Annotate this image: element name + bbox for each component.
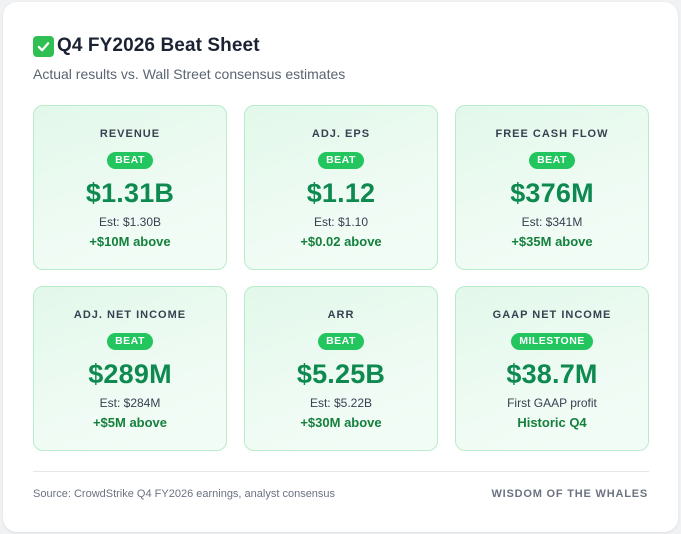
metric-delta: +$0.02 above — [300, 234, 382, 249]
metric-estimate: Est: $1.10 — [313, 215, 369, 229]
metric-delta: +$10M above — [89, 234, 171, 249]
metric-delta: Historic Q4 — [517, 415, 587, 430]
metric-card-revenue: REVENUE BEAT $1.31B Est: $1.30B +$10M ab… — [33, 105, 227, 270]
title-row: Q4 FY2026 Beat Sheet — [33, 35, 260, 57]
metric-label: ADJ. EPS — [311, 128, 371, 140]
metric-label: ADJ. NET INCOME — [73, 309, 187, 321]
metric-label: GAAP NET INCOME — [492, 309, 612, 321]
metric-value: $1.12 — [306, 178, 376, 208]
page-title: Q4 FY2026 Beat Sheet — [57, 35, 260, 56]
status-badge: BEAT — [107, 152, 153, 169]
source-note: Source: CrowdStrike Q4 FY2026 earnings, … — [33, 488, 336, 500]
metric-card-free-cash-flow: FREE CASH FLOW BEAT $376M Est: $341M +$3… — [455, 105, 649, 270]
metric-value: $289M — [88, 359, 172, 389]
metric-delta: +$35M above — [511, 234, 593, 249]
metric-value: $5.25B — [296, 359, 386, 389]
status-badge: BEAT — [318, 333, 364, 350]
metric-estimate: Est: $284M — [99, 396, 161, 410]
metric-delta: +$30M above — [300, 415, 382, 430]
page-subtitle: Actual results vs. Wall Street consensus… — [33, 66, 346, 82]
metric-label: REVENUE — [99, 128, 161, 140]
metric-estimate: First GAAP profit — [507, 396, 597, 410]
status-badge: BEAT — [107, 333, 153, 350]
footer-divider — [33, 471, 649, 472]
brand-label: WISDOM OF THE WHALES — [491, 488, 648, 500]
metric-estimate: Est: $341M — [521, 215, 583, 229]
metric-card-adj-net-income: ADJ. NET INCOME BEAT $289M Est: $284M +$… — [33, 286, 227, 451]
metric-value: $38.7M — [506, 359, 598, 389]
metrics-grid: REVENUE BEAT $1.31B Est: $1.30B +$10M ab… — [33, 105, 649, 451]
beat-sheet-card: Q4 FY2026 Beat Sheet Actual results vs. … — [3, 2, 678, 532]
metric-card-adj-eps: ADJ. EPS BEAT $1.12 Est: $1.10 +$0.02 ab… — [244, 105, 438, 270]
metric-delta: +$5M above — [92, 415, 168, 430]
status-badge: BEAT — [529, 152, 575, 169]
metric-card-arr: ARR BEAT $5.25B Est: $5.22B +$30M above — [244, 286, 438, 451]
metric-value: $1.31B — [85, 178, 175, 208]
metric-estimate: Est: $5.22B — [309, 396, 373, 410]
metric-label: ARR — [327, 309, 355, 321]
metric-card-gaap-net-income: GAAP NET INCOME MILESTONE $38.7M First G… — [455, 286, 649, 451]
metric-label: FREE CASH FLOW — [495, 128, 609, 140]
check-mark-icon — [33, 35, 54, 57]
status-badge: BEAT — [318, 152, 364, 169]
metric-value: $376M — [510, 178, 594, 208]
metric-estimate: Est: $1.30B — [98, 215, 162, 229]
milestone-badge: MILESTONE — [511, 333, 593, 350]
